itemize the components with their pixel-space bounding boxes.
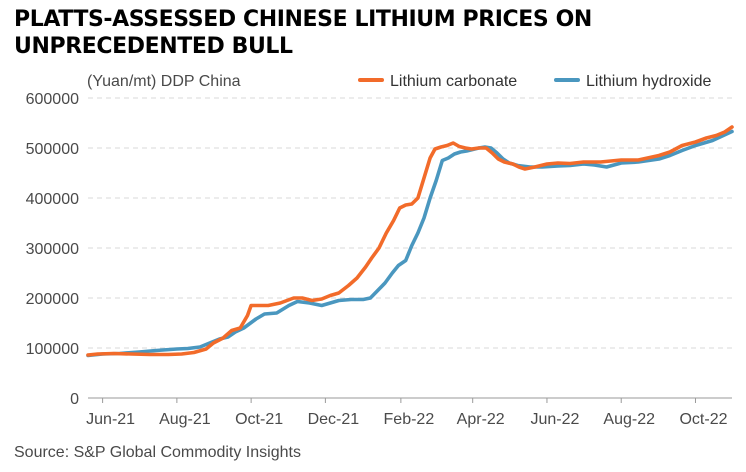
y-tick-label: 300000 — [26, 241, 79, 258]
x-tick-label: Apr-22 — [457, 411, 505, 428]
y-tick-label: 200000 — [26, 291, 79, 308]
y-tick-label: 0 — [70, 391, 79, 408]
x-tick-label: Aug-21 — [159, 411, 211, 428]
x-tick-label: Aug-22 — [603, 411, 655, 428]
x-tick-label: Feb-22 — [384, 411, 435, 428]
x-tick-label: Dec-21 — [308, 411, 360, 428]
x-axis: Jun-21 Aug-21 Oct-21 Dec-21 Feb-22 Apr-22 Jun-… — [86, 398, 728, 428]
legend-label-lithium-carbonate: Lithium carbonate — [390, 73, 517, 90]
y-tick-label: 400000 — [26, 191, 79, 208]
unit-label: (Yuan/mt) DDP China — [87, 73, 241, 90]
y-tick-label: 600000 — [26, 91, 79, 108]
y-axis: 0 100000 200000 300000 400000 500000 600000 — [26, 91, 79, 408]
source-note: Source: S&P Global Commodity Insights — [14, 444, 301, 461]
y-tick-label: 100000 — [26, 341, 79, 358]
gridlines — [88, 97, 732, 399]
series-line-lithium-carbonate — [86, 125, 734, 357]
x-tick-label: Oct-21 — [235, 411, 283, 428]
series-line-lithium-hydroxide — [86, 129, 734, 358]
x-tick-label: Oct-22 — [679, 411, 727, 428]
series-lines — [86, 125, 734, 358]
x-tick-label: Jun-22 — [530, 411, 579, 428]
legend-label-lithium-hydroxide: Lithium hydroxide — [586, 73, 712, 90]
x-tick-label: Jun-21 — [86, 411, 135, 428]
legend: Lithium carbonate Lithium hydroxide — [358, 73, 712, 90]
y-tick-label: 500000 — [26, 141, 79, 158]
chart-title: PLATTS-ASSESSED CHINESE LITHIUM PRICES O… — [14, 7, 592, 59]
